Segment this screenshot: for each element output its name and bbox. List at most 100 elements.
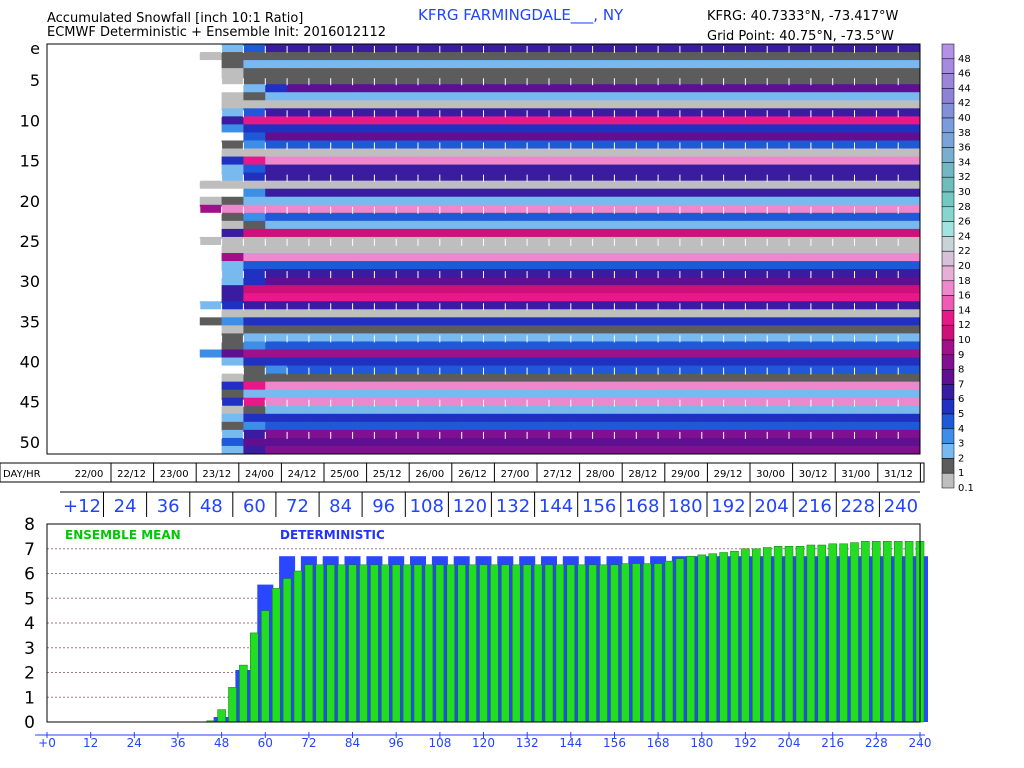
heatmap-cell <box>396 389 419 399</box>
heatmap-cell <box>134 76 157 85</box>
heatmap-cell <box>396 108 419 117</box>
heatmap-cell <box>745 325 768 334</box>
heatmap-cell <box>265 413 288 423</box>
heatmap-cell <box>461 228 484 238</box>
legend-swatch <box>941 310 955 326</box>
heatmap-cell <box>505 220 528 230</box>
heatmap-cell <box>352 285 375 294</box>
heatmap-cell <box>90 92 113 101</box>
heatmap-cell <box>876 349 899 358</box>
heatmap-cell <box>658 365 681 375</box>
heatmap-cell <box>134 220 157 230</box>
heatmap-cell <box>68 188 92 198</box>
heatmap-cell <box>396 261 419 270</box>
heatmap-cell <box>898 100 921 109</box>
heatmap-cell <box>636 277 659 286</box>
heatmap-cell <box>483 269 506 278</box>
ensemble-mean-bar <box>293 570 303 723</box>
ensemble-mean-bar <box>239 664 248 723</box>
heatmap-cell <box>90 293 113 302</box>
heatmap-cell <box>658 437 681 447</box>
heatmap-cell <box>177 228 201 238</box>
heatmap-cell <box>287 212 310 222</box>
heatmap-cell <box>832 52 855 61</box>
heatmap-cell <box>396 269 419 278</box>
heatmap-cell <box>854 164 877 174</box>
ensemble-mean-bar <box>566 564 576 723</box>
heatmap-cell <box>832 317 855 326</box>
heatmap-cell <box>745 148 768 157</box>
heatmap-cell <box>658 253 681 262</box>
heatmap-cell <box>330 228 353 238</box>
heatmap-cell <box>876 325 899 334</box>
heatmap-cell <box>265 301 288 310</box>
heatmap-cell <box>90 333 113 342</box>
heatmap-cell <box>461 445 484 455</box>
heatmap-cell <box>418 413 441 423</box>
heatmap-cell <box>308 84 332 93</box>
bar-x-tick-label: 48 <box>214 736 229 750</box>
heatmap-cell <box>134 421 157 431</box>
heatmap-cell <box>308 132 332 141</box>
heatmap-cell <box>265 349 288 358</box>
heatmap-cell <box>374 269 397 278</box>
heatmap-cell <box>418 220 441 230</box>
heatmap-cell <box>592 92 615 101</box>
heatmap-cell <box>832 405 855 415</box>
heatmap-cell <box>548 405 572 415</box>
heatmap-cell <box>47 220 70 230</box>
heatmap-cell <box>461 437 484 447</box>
heatmap-cell <box>461 381 484 391</box>
heatmap-cell <box>199 341 222 350</box>
heatmap-cell <box>658 156 681 165</box>
heatmap-cell <box>374 381 397 391</box>
heatmap-cell <box>745 357 768 366</box>
heatmap-cell <box>374 413 397 423</box>
heatmap-cell <box>636 373 659 383</box>
legend-label: 3 <box>958 439 964 450</box>
heatmap-cell <box>483 204 506 214</box>
heatmap-cell <box>265 60 288 69</box>
heatmap-cell <box>898 148 921 157</box>
ensemble-mean-bar <box>861 541 870 723</box>
heatmap-cell <box>439 116 463 125</box>
forecast-hour-label: 192 <box>711 496 745 517</box>
heatmap-cell <box>134 44 157 53</box>
heatmap-cell <box>221 253 244 262</box>
heatmap-cell <box>527 357 550 366</box>
heatmap-cell <box>47 293 70 302</box>
heatmap-cell <box>701 132 724 141</box>
heatmap-cell <box>287 317 310 326</box>
heatmap-cell <box>134 148 157 157</box>
heatmap-cell <box>112 44 135 53</box>
heatmap-cell <box>177 317 201 326</box>
legend-swatch <box>941 472 955 489</box>
heatmap-cell <box>658 84 681 93</box>
heatmap-cell <box>483 429 506 439</box>
heatmap-cell <box>439 261 463 270</box>
heatmap-cell <box>418 349 441 358</box>
heatmap-cell <box>679 389 703 399</box>
ensemble-mean-bar <box>413 564 423 723</box>
heatmap-cell <box>505 397 528 407</box>
heatmap-cell <box>789 325 812 334</box>
heatmap-cell <box>90 365 113 375</box>
heatmap-cell <box>701 140 724 149</box>
legend-label: 12 <box>958 320 971 331</box>
heatmap-cell <box>308 180 332 190</box>
heatmap-cell <box>832 293 855 302</box>
heatmap-cell <box>570 92 594 101</box>
heatmap-cell <box>854 365 877 375</box>
heatmap-cell <box>810 156 834 165</box>
heatmap-cell <box>898 445 921 455</box>
bar-x-tick-label: 24 <box>127 736 142 750</box>
heatmap-cell <box>679 124 703 133</box>
heatmap-cell <box>243 253 266 262</box>
day-hour-label: 22/00 <box>75 469 104 480</box>
heatmap-cell <box>767 293 790 302</box>
heatmap-cell <box>461 413 484 423</box>
heatmap-cell <box>701 285 724 294</box>
legend-swatch <box>941 280 955 296</box>
heatmap-cell <box>47 212 70 222</box>
ensemble-mean-bar <box>533 564 543 723</box>
